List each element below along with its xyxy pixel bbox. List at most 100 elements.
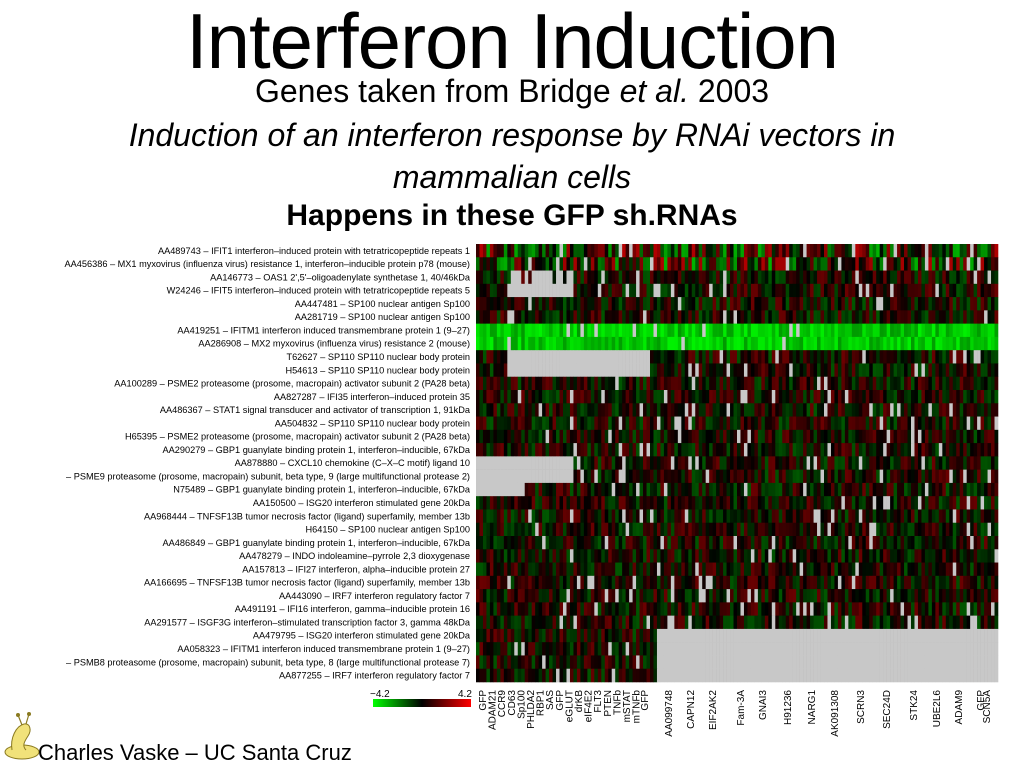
heatmap-cell [771, 536, 776, 550]
heatmap-cell [900, 482, 905, 497]
heatmap-cell [743, 575, 748, 590]
heatmap-cell [493, 350, 498, 364]
heatmap-cell [879, 244, 884, 258]
heatmap-cell [503, 297, 508, 311]
heatmap-cell [799, 244, 804, 258]
heatmap-cell [834, 642, 839, 656]
heatmap-cell [747, 363, 752, 378]
heatmap-cell [625, 628, 630, 643]
heatmap-cell [921, 429, 926, 444]
heatmap-cell [984, 376, 988, 391]
row-label: – PSME9 proteasome (prosome, macropain) … [66, 471, 470, 481]
heatmap-cell [716, 589, 720, 603]
heatmap-cell [796, 244, 800, 258]
heatmap-cell [956, 562, 961, 577]
heatmap-cell [510, 509, 515, 524]
heatmap-cell [771, 336, 776, 351]
heatmap-cell [931, 509, 936, 524]
heatmap-cell [820, 668, 825, 683]
heatmap-cell [879, 536, 884, 550]
heatmap-cell [500, 496, 505, 510]
heatmap-cell [507, 628, 512, 643]
heatmap-cell [796, 429, 800, 444]
heatmap-cell [945, 602, 950, 616]
heatmap-cell [907, 668, 912, 683]
heatmap-cell [576, 615, 581, 630]
heatmap-cell [503, 509, 508, 524]
heatmap-cell [597, 536, 602, 550]
heatmap-cell [754, 562, 759, 577]
heatmap-cell [782, 589, 787, 603]
heatmap-cell [740, 363, 745, 378]
heatmap-cell [907, 336, 912, 351]
heatmap-cell [904, 350, 908, 364]
heatmap-cell [952, 522, 957, 537]
heatmap-cell [785, 469, 790, 484]
heatmap-cell [730, 350, 734, 364]
heatmap-cell [806, 549, 811, 563]
heatmap-cell [500, 522, 505, 537]
heatmap-cell [848, 642, 853, 656]
heatmap-cell [510, 244, 515, 258]
heatmap-cell [935, 655, 940, 670]
heatmap-cell [639, 270, 644, 285]
heatmap-cell [973, 642, 978, 656]
heatmap-cell [848, 655, 853, 670]
heatmap-cell [479, 628, 484, 643]
heatmap-cell [590, 482, 595, 497]
heatmap-cell [963, 244, 967, 258]
heatmap-cell [914, 482, 919, 497]
heatmap-cell [615, 429, 619, 444]
heatmap-cell [771, 615, 776, 630]
heatmap-cell [535, 509, 539, 524]
heatmap-cell [747, 668, 752, 683]
heatmap-cell [496, 270, 501, 285]
heatmap-cell [904, 522, 908, 537]
heatmap-cell [824, 628, 828, 643]
heatmap-cell [897, 376, 901, 391]
heatmap-cell [775, 429, 780, 444]
heatmap-cell [563, 589, 567, 603]
heatmap-cell [844, 482, 849, 497]
heatmap-cell [771, 469, 776, 484]
heatmap-cell [632, 522, 637, 537]
heatmap-cell [837, 403, 842, 417]
heatmap-cell [643, 416, 647, 431]
heatmap-cell [737, 575, 741, 590]
heatmap-cell [663, 283, 668, 298]
heatmap-cell [959, 390, 964, 404]
heatmap-cell [712, 536, 717, 550]
heatmap-cell [566, 602, 571, 616]
heatmap-cell [611, 456, 616, 470]
heatmap-cell [761, 602, 766, 616]
heatmap-cell [622, 482, 626, 497]
heatmap-cell [695, 270, 700, 285]
heatmap-cell [542, 522, 546, 537]
heatmap-cell [824, 496, 828, 510]
heatmap-cell [938, 589, 943, 603]
heatmap-cell [858, 509, 863, 524]
heatmap-cell [597, 522, 602, 537]
heatmap-cell [542, 403, 546, 417]
heatmap-cell [583, 416, 588, 431]
heatmap-cell [528, 509, 532, 524]
heatmap-cell [712, 257, 717, 271]
heatmap-cell [771, 297, 776, 311]
heatmap-cell [667, 536, 672, 550]
heatmap-cell [984, 363, 988, 378]
heatmap-cell [973, 336, 978, 351]
heatmap-cell [824, 323, 828, 338]
heatmap-cell [730, 469, 734, 484]
heatmap-cell [573, 257, 578, 271]
heatmap-cell [629, 257, 633, 271]
heatmap-cell [601, 655, 606, 670]
heatmap-cell [959, 283, 964, 298]
heatmap-cell [865, 416, 870, 431]
heatmap-cell [510, 270, 515, 285]
heatmap-cell [597, 589, 602, 603]
heatmap-cell [841, 642, 846, 656]
heatmap-cell [750, 509, 755, 524]
heatmap-cell [670, 549, 675, 563]
heatmap-cell [987, 628, 992, 643]
heatmap-cell [743, 336, 748, 351]
